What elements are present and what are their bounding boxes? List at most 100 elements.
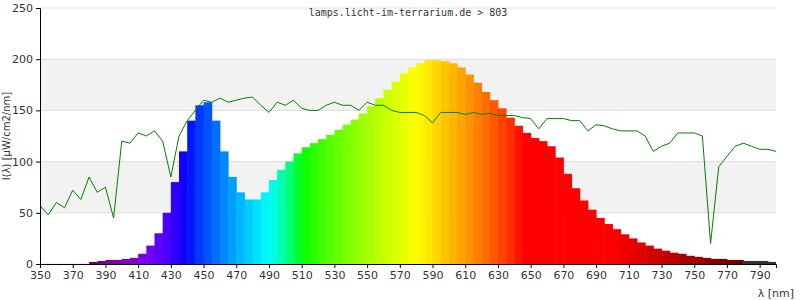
spectrum-bar — [702, 258, 711, 264]
spectrum-bar — [367, 106, 376, 264]
spectrum-bar — [154, 233, 163, 264]
x-tick: 670 — [553, 264, 574, 282]
spectrum-bar — [490, 100, 499, 264]
x-tick-label: 410 — [128, 269, 149, 282]
x-axis: 3503703904104304504704905105305505705906… — [30, 264, 777, 282]
spectrum-bar — [686, 256, 695, 264]
spectrum-bar — [97, 261, 106, 264]
x-tick: 470 — [226, 264, 247, 282]
y-tick-label: 150 — [12, 104, 33, 117]
spectrum-bar — [163, 213, 172, 264]
spectrum-bar — [294, 153, 303, 264]
x-axis-line — [41, 265, 777, 269]
x-tick-label: 350 — [30, 269, 51, 282]
spectrum-bar — [555, 158, 564, 264]
x-tick: 730 — [652, 264, 673, 282]
x-tick: 550 — [357, 264, 378, 282]
x-tick-mark — [760, 264, 761, 268]
x-tick-mark — [498, 264, 499, 268]
x-axis-title: λ [nm] — [758, 287, 794, 300]
spectrum-bar — [383, 90, 392, 264]
x-tick-label: 630 — [488, 269, 509, 282]
spectrum-bar — [204, 102, 213, 264]
spectrum-bar — [187, 121, 196, 264]
grid — [40, 8, 776, 264]
spectrum-bar — [212, 121, 221, 264]
y-axis-line — [36, 9, 41, 265]
x-tick-mark — [73, 264, 74, 268]
x-tick-label: 570 — [390, 269, 411, 282]
spectrum-bar — [302, 147, 311, 264]
spectrum-bar — [326, 135, 335, 264]
spectrum-bar — [220, 151, 229, 264]
y-tick-label: 250 — [12, 2, 33, 15]
x-tick-label: 650 — [521, 269, 542, 282]
spectrum-bar — [522, 133, 531, 264]
x-tick-mark — [465, 264, 466, 268]
spectrum-bar — [114, 260, 123, 264]
spectrum-bar — [498, 108, 507, 264]
spectrum-bar — [359, 113, 368, 264]
x-tick-label: 490 — [259, 269, 280, 282]
spectrum-bar — [612, 229, 621, 264]
spectrum-bar — [122, 259, 131, 264]
spectrum-bar — [228, 177, 237, 264]
x-tick: 710 — [619, 264, 640, 282]
y-tick: 200 — [12, 53, 40, 66]
spectrum-bar — [670, 253, 679, 264]
x-tick-mark — [204, 264, 205, 268]
x-tick: 590 — [423, 264, 444, 282]
spectrum-bar — [621, 234, 630, 264]
x-tick-label: 670 — [553, 269, 574, 282]
grid-line — [40, 59, 776, 60]
spectrum-bar — [408, 67, 417, 264]
spectrum-bar — [645, 246, 654, 264]
y-tick-label: 200 — [12, 53, 33, 66]
spectrum-bar — [735, 260, 744, 264]
spectrum-bar — [441, 61, 450, 264]
x-tick: 690 — [586, 264, 607, 282]
spectrum-bar — [719, 259, 728, 264]
spectrum-bar — [277, 170, 286, 264]
spectrum-area — [89, 60, 776, 264]
reference-line — [40, 97, 776, 243]
spectrum-bar — [416, 63, 425, 264]
x-tick-label: 750 — [684, 269, 705, 282]
x-tick: 570 — [390, 264, 411, 282]
spectrum-bar — [482, 92, 491, 264]
y-tick-mark — [36, 8, 40, 9]
x-tick: 530 — [324, 264, 345, 282]
y-tick-label: 100 — [12, 156, 33, 169]
spectrum-bar — [433, 60, 442, 264]
x-tick: 490 — [259, 264, 280, 282]
x-tick: 650 — [521, 264, 542, 282]
plot: 3503703904104304504704905105305505705906… — [12, 2, 777, 282]
x-tick: 770 — [717, 264, 738, 282]
x-tick-mark — [629, 264, 630, 268]
x-tick: 610 — [455, 264, 476, 282]
spectrum-bar — [244, 199, 253, 264]
spectrum-bar — [514, 126, 523, 264]
spectrum-bar — [318, 139, 327, 264]
chart: 3503703904104304504704905105305505705906… — [0, 0, 800, 300]
spectrum-bar — [760, 261, 769, 264]
x-tick-mark — [171, 264, 172, 268]
spectrum-bar — [629, 238, 638, 264]
x-tick: 350 — [30, 264, 51, 282]
x-tick-mark — [662, 264, 663, 268]
x-tick-mark — [433, 264, 434, 268]
spectrum-bar — [694, 257, 703, 264]
spectrum-bar — [751, 261, 760, 264]
spectrum-bar — [457, 67, 466, 264]
spectrum-bar — [637, 242, 646, 264]
y-tick: 50 — [19, 207, 40, 220]
y-tick-mark — [36, 59, 40, 60]
spectrum-bar — [580, 201, 589, 264]
spectrum-bar — [531, 138, 540, 264]
spectrum-bar — [662, 251, 671, 264]
spectrum-bar — [563, 174, 572, 264]
y-tick-mark — [36, 264, 40, 265]
x-tick-mark — [727, 264, 728, 268]
x-tick-label: 770 — [717, 269, 738, 282]
spectrum-bar — [400, 74, 409, 264]
